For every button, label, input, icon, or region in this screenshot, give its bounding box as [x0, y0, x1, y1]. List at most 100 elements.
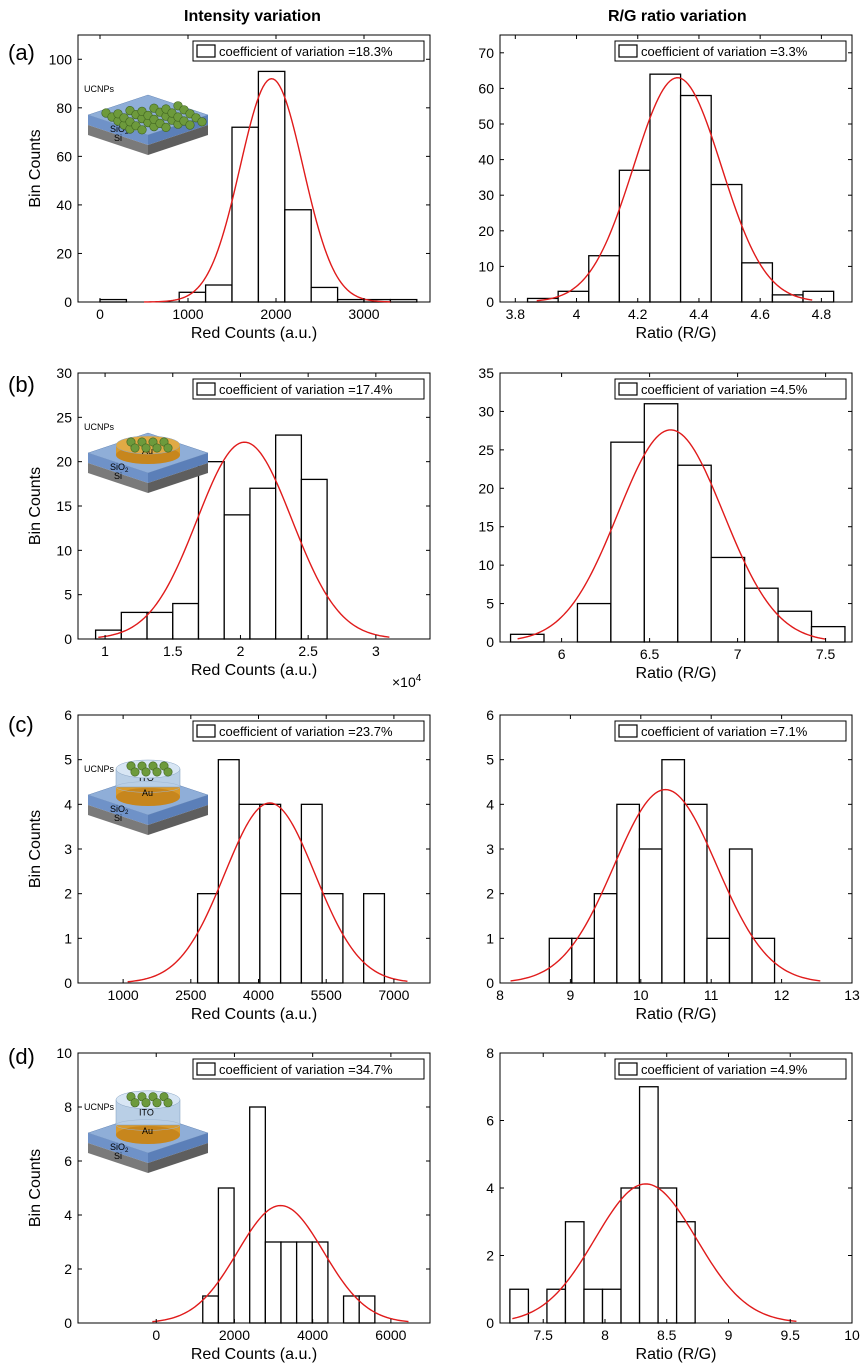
histogram-bar [593, 893, 618, 984]
ucnp-particle [197, 117, 207, 127]
gaussian-fit-line [143, 77, 391, 303]
y-tick-label: 60 [478, 80, 494, 96]
y-tick-label: 25 [478, 442, 494, 458]
y-tick-label: 0 [486, 634, 494, 650]
sio2-front-left [88, 115, 148, 145]
au-label: Au [142, 1126, 153, 1136]
ito-au-interface [115, 781, 181, 793]
legend-text: coefficient of variation =17.4% [219, 382, 393, 397]
histogram-bar [679, 94, 712, 303]
x-tick-label: 4.2 [628, 306, 648, 322]
histogram-bar [548, 937, 573, 984]
au-bottom [116, 788, 180, 806]
legend-box [614, 1058, 847, 1080]
x-axis-label: Ratio (R/G) [636, 1006, 717, 1023]
chart-a-left: 0 1000 2000 3000 0 20 40 60 80 100 Red Counts (a.u… [27, 34, 431, 342]
chart-b-right: 6 6.5 7 7.5 0 5 10 15 20 25 30 35 Ratio (R/G) coeffic… [478, 365, 853, 682]
histogram-bar [509, 633, 545, 643]
legend-text: coefficient of variation =18.3% [219, 44, 393, 59]
ucnp-particle [137, 125, 147, 135]
ucnp-particle [152, 443, 162, 453]
x-multiplier: ×104 [392, 673, 422, 690]
y-tick-label: 1 [64, 930, 72, 946]
legend-box [192, 720, 425, 742]
y-tick-label: 25 [56, 409, 72, 425]
y-tick-label: 60 [56, 148, 72, 164]
sio2-label: SiO2 [110, 804, 129, 816]
gaussian-fit-line [127, 802, 408, 983]
legend-swatch [618, 1062, 638, 1076]
histogram-bar [336, 298, 365, 303]
x-tick-label: 2.5 [298, 643, 318, 659]
y-axis-label: Bin Counts [27, 1149, 44, 1227]
x-tick-label: 10 [633, 987, 649, 1003]
histogram-bar [231, 126, 260, 303]
si-front-right [148, 805, 208, 835]
histogram-bar [197, 461, 225, 640]
histogram-bar [683, 803, 708, 984]
histogram-bar [771, 294, 804, 303]
x-tick-label: 4000 [243, 987, 274, 1003]
y-tick-label: 5 [486, 596, 494, 612]
histogram-bar [310, 286, 339, 303]
y-tick-label: 2 [486, 1248, 494, 1264]
au-bottom [116, 1126, 180, 1144]
x-tick-label: 7000 [378, 987, 409, 1003]
y-tick-label: 8 [64, 1099, 72, 1115]
y-axis-label: Bin Counts [27, 810, 44, 888]
legend-box [192, 40, 425, 62]
histogram-bar [620, 1187, 641, 1324]
ucnp-particle [141, 767, 151, 777]
histogram-bar [321, 893, 344, 984]
ucnps-label: UCNPs [84, 422, 115, 432]
sio2-subscript: 2 [125, 130, 129, 136]
gaussian-fit-line [517, 429, 826, 640]
ito-label: ITO [139, 1107, 154, 1117]
y-tick-label: 10 [56, 1045, 72, 1061]
y-tick-label: 1 [486, 930, 494, 946]
y-tick-label: 10 [478, 557, 494, 573]
y-tick-label: 20 [478, 223, 494, 239]
legend-swatch [196, 44, 216, 58]
panel-label-d: (d) [8, 1044, 35, 1069]
x-axis-label: Ratio (R/G) [636, 665, 717, 682]
si-label: Si [114, 813, 122, 823]
sio2-front-left [88, 1133, 148, 1163]
ucnp-particle [152, 1098, 162, 1108]
legend-box [614, 720, 847, 742]
x-tick-label: 1.5 [163, 643, 183, 659]
histogram-bar [217, 1187, 235, 1324]
x-tick-label: 1 [101, 643, 109, 659]
x-tick-label: 7.5 [533, 1327, 553, 1343]
histogram-bar [249, 1106, 266, 1324]
y-tick-label: 4 [486, 1180, 494, 1196]
x-tick-label: 2000 [219, 1327, 250, 1343]
y-tick-label: 5 [486, 752, 494, 768]
x-tick-label: 9 [725, 1327, 733, 1343]
y-tick-label: 35 [478, 365, 494, 381]
ucnp-particle [130, 443, 140, 453]
y-tick-label: 4 [64, 796, 72, 812]
si-front-left [88, 125, 148, 155]
ucnp-particle [163, 1098, 173, 1108]
panel-label-b: (b) [8, 372, 35, 397]
y-tick-label: 2 [64, 1261, 72, 1277]
chart-a-right: 3.8 4 4.2 4.4 4.6 4.8 0 10 20 30 40 50 60 70 Ratio (R/… [478, 34, 853, 342]
histogram-bar [610, 441, 645, 643]
x-tick-label: 8.5 [657, 1327, 677, 1343]
ucnp-particle [161, 122, 171, 133]
histogram-bar [99, 298, 128, 303]
histogram-bar [576, 602, 612, 643]
sio2-subscript: 2 [125, 1148, 129, 1154]
au-label: Au [142, 788, 153, 798]
sio2-subscript: 2 [125, 810, 129, 816]
histogram-bar [741, 262, 774, 303]
ucnp-particle [130, 1098, 140, 1108]
x-tick-label: 4.8 [812, 306, 832, 322]
legend-text: coefficient of variation =23.7% [219, 724, 393, 739]
y-tick-label: 70 [478, 45, 494, 61]
histogram-bar [643, 403, 679, 643]
x-axis-label: Red Counts (a.u.) [191, 1006, 317, 1023]
